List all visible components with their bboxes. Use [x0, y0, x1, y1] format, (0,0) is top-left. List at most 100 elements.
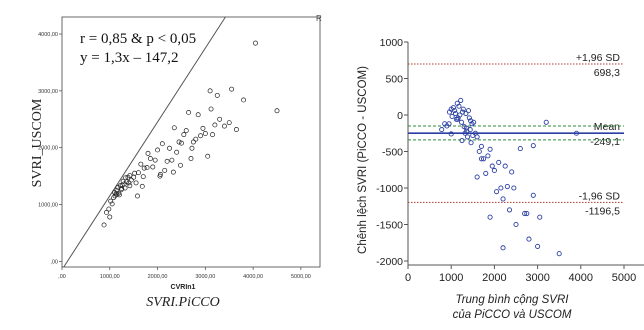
left-data-point [202, 131, 208, 136]
right-data-point [522, 210, 528, 217]
right-chart: 0 1000 2000 3000 4000 5000 -2000-1500-1000-50… [357, 37, 644, 321]
left-x-tick-label: 5000,00 [291, 274, 311, 280]
left-data-point [193, 136, 199, 142]
left-data-point [171, 125, 177, 131]
right-data-point [513, 221, 519, 228]
left-y-tick-label: 4000,00 [38, 32, 58, 38]
right-x-tick-label: 5000 [612, 272, 636, 284]
right-data-point [485, 153, 491, 159]
left-caption: SVRI.PiCCO [146, 295, 220, 310]
left-data-point [162, 167, 168, 173]
left-data-point [109, 201, 115, 207]
reference-line-name: -1,96 SD [579, 190, 621, 202]
right-data-point [459, 119, 465, 125]
right-data-point [457, 112, 463, 118]
right-data-point [543, 119, 549, 125]
left-data-point [241, 97, 247, 103]
right-data-point [449, 113, 455, 120]
left-data-point [138, 161, 144, 167]
right-data-point [468, 140, 474, 146]
right-data-point [465, 134, 471, 140]
right-data-point [481, 156, 487, 162]
left-data-point [226, 120, 232, 126]
left-data-point [126, 180, 132, 186]
left-data-point [233, 127, 239, 132]
left-y-ticks: ,00 1000,00 2000,00 3000,00 4000,00 [38, 32, 62, 265]
right-x-ticks: 0 1000 2000 3000 4000 5000 [405, 265, 636, 284]
right-reference-lines: +1,96 SD 698,3 Mean -249,1 -1,96 SD -1196,5 [408, 52, 624, 217]
right-data-point [455, 116, 461, 122]
left-data-point [114, 191, 120, 197]
right-data-point [463, 125, 469, 131]
left-annotation-r: r = 0,85 & p < 0,05 [80, 31, 196, 47]
left-data-point [189, 145, 195, 151]
right-y-tick-label: -1500 [376, 220, 403, 232]
left-data-point [212, 122, 218, 128]
left-data-point [169, 157, 175, 163]
left-data-point [128, 177, 134, 183]
left-data-point [108, 198, 114, 204]
right-data-point [483, 170, 489, 176]
left-data-point [155, 147, 161, 153]
right-y-tick-label: 0 [397, 110, 403, 122]
right-data-point [448, 131, 454, 137]
right-data-point [556, 251, 562, 257]
left-annotation-eq: y = 1,3x – 147,2 [80, 50, 178, 66]
right-data-point [478, 156, 484, 162]
right-data-point [463, 110, 469, 117]
right-data-point [537, 214, 543, 220]
left-x-tick-label: 4000,00 [243, 274, 263, 280]
right-data-point [511, 185, 517, 191]
left-data-point [181, 132, 187, 138]
left-data-point [152, 157, 158, 163]
right-data-point [530, 143, 536, 149]
right-data-point [500, 196, 506, 202]
right-data-point [487, 214, 493, 220]
left-data-point [157, 171, 163, 177]
left-x-axis-label: CVRIn1 [171, 284, 196, 291]
left-data-point [229, 86, 235, 92]
right-data-point [491, 167, 497, 174]
left-chart: R ,00 1000,00 2000,00 3000,00 4000,00 5000,00… [30, 14, 322, 310]
left-data-point [103, 210, 109, 215]
right-data-point [506, 207, 513, 213]
right-data-point [456, 103, 462, 109]
left-data-point [221, 123, 227, 129]
left-data-point [116, 192, 122, 198]
left-data-point [200, 125, 206, 131]
right-data-point [500, 245, 506, 251]
left-data-point [150, 164, 156, 170]
left-data-point [217, 116, 223, 122]
right-data-point [478, 143, 484, 149]
left-data-point [106, 206, 112, 212]
right-data-point [459, 137, 465, 144]
left-data-point [208, 106, 214, 112]
left-data-point [135, 170, 141, 176]
left-data-point [123, 175, 128, 181]
right-data-point [452, 110, 459, 117]
right-data-point [460, 106, 466, 112]
right-data-point [476, 148, 482, 155]
left-data-point [214, 92, 220, 98]
right-x-axis-label-line1: Trung bình cộng SVRI [456, 294, 570, 306]
left-y-axis-label: SVRI_USCOM [30, 98, 45, 187]
left-data-point [147, 156, 153, 161]
right-data-point [468, 118, 474, 124]
right-data-point [494, 189, 500, 195]
left-y-tick-label: 3000,00 [38, 89, 58, 95]
left-data-point [164, 158, 170, 164]
left-data-point [118, 187, 124, 193]
left-data-point [188, 156, 194, 161]
left-data-point [120, 178, 126, 184]
left-y-tick-label: 1000,00 [38, 203, 58, 209]
right-data-point [498, 185, 504, 191]
right-y-ticks: -2000 -1500 -1000 -500 0 500 1000 [376, 37, 408, 268]
left-corner-mark: R [316, 14, 322, 23]
left-data-point [210, 132, 215, 138]
right-data-point [489, 163, 495, 169]
left-data-point [195, 112, 201, 118]
left-data-point [113, 191, 119, 197]
reference-line-value: -249,1 [590, 136, 620, 148]
left-data-point [145, 150, 151, 156]
